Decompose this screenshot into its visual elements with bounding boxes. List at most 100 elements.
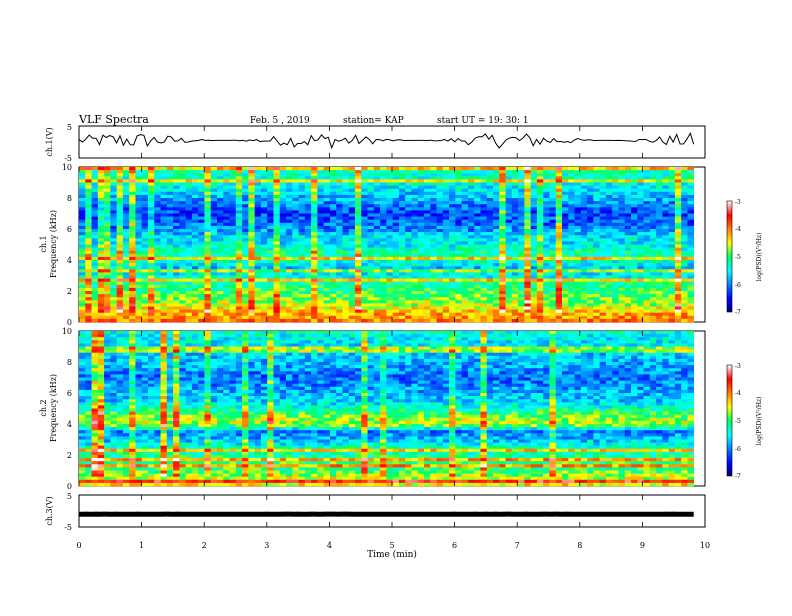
spectrogram-cell [467, 312, 475, 317]
spectrogram-cell [248, 213, 255, 217]
spectrogram-cell [135, 229, 143, 233]
spectrogram-cell [587, 278, 594, 282]
spectrogram-cell [122, 272, 130, 276]
spectrogram-cell [424, 318, 431, 323]
spectrogram-cell [436, 272, 444, 276]
spectrogram-cell [361, 191, 368, 196]
spectrogram-cell [405, 229, 412, 233]
spectrogram-cell [191, 225, 199, 230]
spectrogram-cell [386, 232, 393, 236]
spectrogram-cell [530, 263, 538, 267]
spectrogram-cell [79, 167, 86, 171]
spectrogram-cell [442, 309, 450, 313]
spectrogram-cell [304, 213, 312, 217]
spectrogram-cell [185, 300, 193, 304]
spectrogram-cell [430, 309, 437, 313]
spectrogram-cell [229, 188, 237, 193]
spectrogram-cell [185, 331, 193, 335]
spectrogram-cell [574, 272, 582, 276]
spectrogram-cell [79, 194, 86, 199]
spectrogram-cell [543, 170, 550, 174]
spectrogram-cell [587, 213, 594, 217]
spectrogram-cell [91, 201, 99, 205]
spectrogram-cell [405, 309, 412, 313]
spectrogram-cell [141, 201, 149, 205]
spectrogram-cell [605, 216, 613, 220]
spectrogram-cell [681, 238, 688, 242]
spectrogram-cell [417, 235, 425, 239]
spectrogram-cell [210, 201, 218, 205]
spectrogram-cell [198, 198, 205, 202]
spectrogram-cell [348, 222, 356, 227]
spectrogram-cell [329, 222, 337, 227]
spectrogram-cell [593, 225, 600, 230]
spectrogram-cell [618, 266, 626, 270]
spectrogram-cell [267, 275, 274, 279]
spectrogram-cell [599, 222, 607, 227]
spectrogram-cell [116, 318, 124, 323]
spectrogram-cell [254, 179, 262, 183]
spectrogram-cell [173, 229, 180, 233]
spectrogram-cell [329, 182, 337, 186]
spectrogram-cell [166, 253, 174, 258]
spectrogram-cell [568, 179, 575, 183]
spectrogram-cell [668, 287, 676, 292]
spectrogram-cell [129, 176, 136, 180]
spectrogram-cell [424, 167, 431, 171]
spectrogram-cell [405, 281, 412, 286]
spectrogram-cell [210, 188, 218, 193]
spectrogram-cell [348, 269, 356, 273]
spectrogram-cell [179, 294, 186, 298]
spectrogram-cell [185, 207, 193, 211]
spectrogram-cell [260, 173, 268, 177]
spectrogram-cell [304, 210, 312, 214]
spectrogram-cell [568, 167, 575, 171]
spectrogram-cell [97, 256, 105, 261]
spectrogram-cell [348, 266, 356, 270]
spectrogram-cell [474, 256, 481, 261]
spectrogram-cell [668, 238, 676, 242]
spectrogram-cell [166, 269, 174, 273]
spectrogram-cell [361, 210, 368, 214]
spectrogram-cell [367, 256, 375, 261]
spectrogram-cell [668, 303, 676, 307]
spectrogram-cell [486, 256, 494, 261]
spectrogram-cell [191, 191, 199, 196]
spectrogram-cell [267, 294, 274, 298]
spectrogram-cell [323, 238, 331, 242]
spectrogram-cell [580, 253, 588, 258]
spectrogram-cell [235, 291, 243, 295]
spectrogram-cell [486, 281, 494, 286]
spectrogram-cell [631, 216, 638, 220]
spectrogram-cell [367, 263, 375, 267]
spectrogram-cell [430, 247, 437, 251]
spectrogram-cell [417, 241, 425, 245]
spectrogram-cell [411, 284, 419, 289]
spectrogram-cell [493, 219, 500, 224]
spectrogram-cell [110, 222, 117, 227]
spectrogram-cell [587, 269, 594, 273]
spectrogram-cell [348, 318, 356, 323]
spectrogram-cell [417, 173, 425, 177]
spectrogram-cell [91, 207, 99, 211]
spectrogram-cell [248, 281, 255, 286]
spectrogram-cell [380, 318, 387, 323]
spectrogram-cell [260, 260, 268, 264]
spectrogram-cell [248, 188, 255, 193]
spectrogram-cell [518, 176, 525, 180]
spectrogram-cell [436, 315, 444, 320]
spectrogram-cell [681, 191, 688, 196]
spectrogram-cell [242, 331, 249, 335]
spectrogram-cell [555, 210, 563, 214]
spectrogram-cell [97, 179, 105, 183]
spectrogram-cell [242, 210, 249, 214]
spectrogram-cell [518, 210, 525, 214]
spectrogram-cell [122, 232, 130, 236]
spectrogram-cell [612, 207, 619, 211]
spectrogram-cell [449, 266, 456, 270]
spectrogram-cell [555, 232, 563, 236]
spectrogram-cell [624, 185, 632, 189]
spectrogram-cell [618, 275, 626, 279]
spectrogram-cell [480, 312, 488, 317]
spectrogram-cell [273, 232, 281, 236]
